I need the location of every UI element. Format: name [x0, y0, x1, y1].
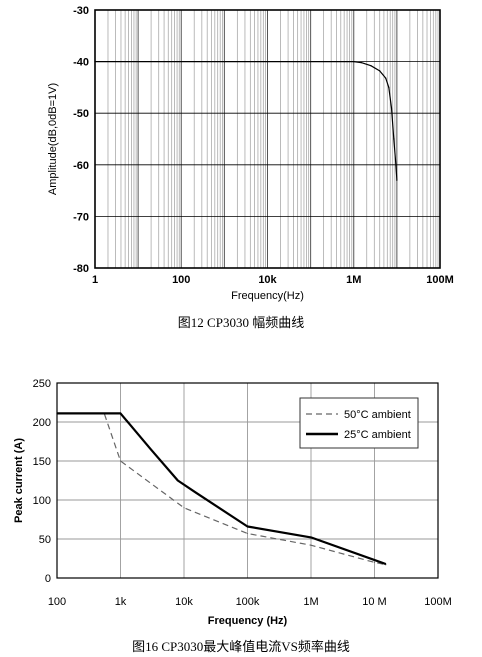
series-2-point	[119, 412, 122, 415]
y-axis-label: Amplitude(dB,0dB=1V)	[47, 83, 59, 195]
y-tick-label: -60	[73, 160, 89, 172]
series-1-point	[353, 61, 355, 63]
y-tick-label: 50	[39, 534, 51, 546]
y-tick-label: 150	[33, 456, 51, 468]
x-tick-label: 1M	[346, 274, 361, 286]
y-tick-label: -80	[73, 263, 89, 275]
series-2-point	[310, 536, 312, 539]
x-tick-label: 100M	[424, 596, 452, 608]
series-1-point	[396, 179, 398, 181]
series-1-point	[385, 77, 387, 79]
x-tick-label: 1M	[303, 596, 318, 608]
series-2-point	[56, 412, 58, 415]
series-1-point	[119, 460, 122, 462]
x-tick-label: 10k	[258, 274, 277, 286]
series-1-point	[360, 62, 362, 64]
series-1-point	[388, 86, 390, 88]
series-2-point	[246, 525, 249, 528]
series-1-point	[393, 138, 395, 140]
x-tick-label: 100M	[426, 274, 454, 286]
x-axis-label: Frequency(Hz)	[231, 290, 304, 302]
x-tick-label: 100	[172, 274, 190, 286]
legend-box	[299, 397, 419, 449]
plot-frame	[56, 382, 439, 579]
peak-current-frequency-chart: 0 50 100 150 200 250 100 1k 10k 100k 1M 10 M 100M Fre…	[13, 378, 452, 627]
chart1-caption: 图12 CP3030 幅频曲线	[177, 315, 305, 330]
series-1-point	[395, 164, 397, 166]
amplitude-frequency-chart: -30 -40 -50 -60 -70 -801 100 10k 1M 100M Frequency…	[47, 5, 454, 302]
y-tick-label: -70	[73, 211, 89, 223]
series-1-point	[223, 61, 225, 63]
y-tick-label: 200	[33, 417, 51, 429]
x-tick-label: 100	[48, 596, 66, 608]
legend-label-1: 50°C ambient	[344, 409, 411, 421]
series-1-point	[390, 107, 393, 109]
chart2-caption: 图16 CP3030最大峰值电流VS频率曲线	[132, 639, 350, 654]
series-1-point	[246, 532, 249, 535]
x-tick-label: 1	[92, 274, 98, 286]
y-tick-label: -30	[73, 5, 89, 17]
x-tick-label: 10 M	[362, 596, 386, 608]
series-1-point	[370, 65, 372, 67]
series-2-point	[177, 479, 179, 482]
y-tick-label: 100	[33, 495, 51, 507]
series-line-1	[95, 60, 398, 181]
x-tick-label: 10k	[175, 596, 193, 608]
series-1-point	[183, 507, 185, 509]
y-tick-label: -50	[73, 108, 89, 120]
series-1-point	[310, 544, 312, 546]
series-line-2	[57, 412, 387, 566]
plot-frame	[94, 9, 441, 269]
series-1-point	[94, 61, 96, 63]
series-2-point	[150, 448, 152, 450]
y-tick-label: -40	[73, 57, 89, 69]
x-tick-label: 1k	[115, 596, 127, 608]
series-1-point	[373, 561, 376, 564]
series-2-point	[385, 563, 387, 565]
x-axis-label: Frequency (Hz)	[208, 615, 288, 627]
y-axis-label: Peak current (A)	[13, 438, 25, 523]
series-2-point	[194, 491, 196, 493]
series-1-point	[379, 70, 381, 72]
legend-label-2: 25°C ambient	[344, 429, 411, 441]
x-tick-label: 100k	[236, 596, 260, 608]
y-tick-label: 250	[33, 378, 51, 390]
y-tick-label: 0	[45, 573, 51, 585]
